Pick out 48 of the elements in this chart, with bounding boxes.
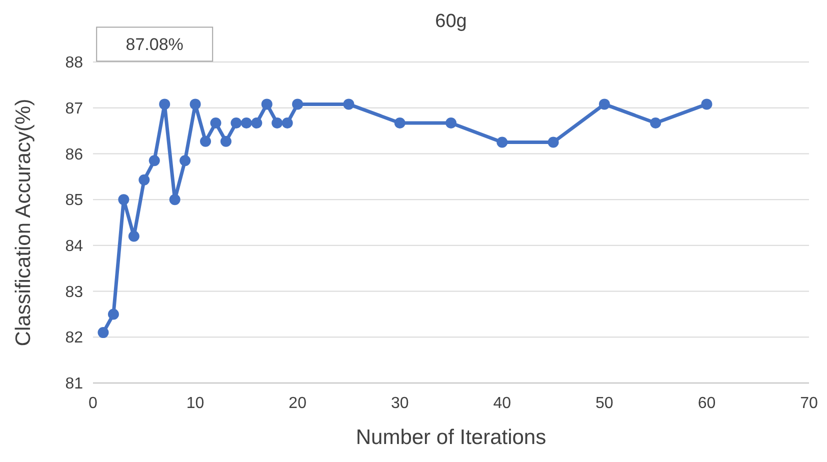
y-tick-label: 88 bbox=[65, 54, 84, 72]
point bbox=[496, 136, 508, 148]
x-tick-label: 50 bbox=[596, 395, 614, 412]
x-tick-label: 70 bbox=[800, 395, 818, 412]
point bbox=[180, 155, 191, 166]
point bbox=[701, 98, 712, 110]
point bbox=[98, 327, 109, 338]
x-tick-label: 10 bbox=[186, 395, 204, 412]
x-axis-title: Number of Iterations bbox=[356, 426, 546, 449]
point bbox=[394, 117, 406, 128]
point bbox=[650, 117, 662, 128]
point bbox=[128, 230, 140, 242]
point bbox=[108, 308, 119, 320]
point bbox=[190, 98, 201, 110]
point bbox=[446, 117, 456, 128]
point bbox=[598, 98, 610, 110]
y-tick-label: 85 bbox=[65, 192, 84, 210]
y-tick-label: 82 bbox=[65, 330, 84, 347]
point bbox=[210, 117, 222, 128]
point bbox=[159, 98, 170, 110]
x-tick-label: 30 bbox=[390, 395, 409, 412]
point bbox=[230, 117, 242, 128]
point bbox=[282, 117, 293, 128]
x-tick-label: 40 bbox=[493, 395, 512, 412]
point bbox=[169, 194, 180, 206]
y-tick-label: 86 bbox=[65, 146, 84, 164]
y-tick-label: 87 bbox=[65, 100, 84, 118]
point bbox=[118, 194, 130, 206]
point bbox=[220, 136, 232, 147]
point bbox=[343, 98, 354, 110]
y-tick-label: 84 bbox=[65, 238, 84, 256]
y-tick-label: 83 bbox=[65, 284, 84, 301]
point bbox=[200, 136, 212, 147]
point bbox=[292, 98, 304, 110]
chart-title: 60g bbox=[435, 11, 467, 32]
annotation: 87.08% bbox=[126, 35, 184, 54]
point bbox=[240, 117, 252, 128]
x-tick-label: 60 bbox=[698, 395, 716, 412]
point bbox=[148, 155, 160, 166]
point bbox=[272, 117, 283, 128]
y-axis-title: Classification Accuracy(%) bbox=[12, 98, 35, 346]
x-tick-label: 20 bbox=[288, 395, 307, 412]
y-tick-label: 81 bbox=[65, 376, 84, 393]
point bbox=[548, 136, 559, 148]
x-tick-label: 0 bbox=[88, 395, 98, 412]
point bbox=[261, 98, 272, 110]
point bbox=[251, 117, 262, 128]
point bbox=[138, 174, 150, 186]
